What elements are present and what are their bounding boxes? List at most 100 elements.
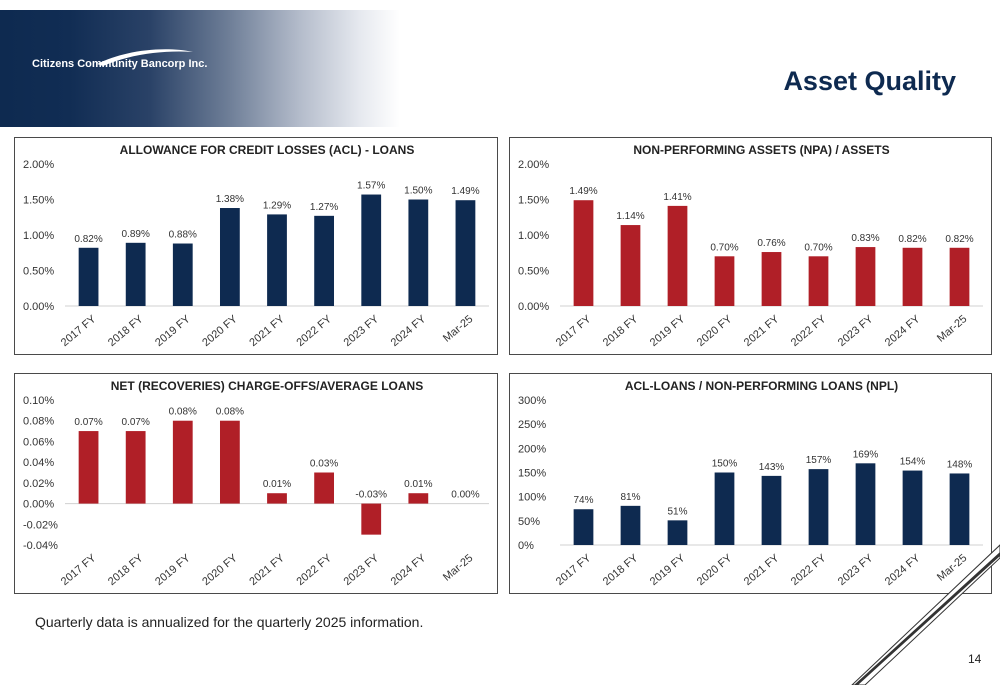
- y-tick-label: 0.00%: [23, 499, 54, 511]
- page-number: 14: [968, 652, 982, 666]
- y-tick-label: 300%: [518, 395, 546, 407]
- chart-title: NET (RECOVERIES) CHARGE-OFFS/AVERAGE LOA…: [111, 379, 423, 393]
- bar: [455, 200, 476, 306]
- data-label: 0.70%: [710, 242, 738, 253]
- bar: [314, 472, 335, 504]
- bar: [808, 256, 829, 306]
- bar: [267, 493, 287, 504]
- data-label: 0.08%: [169, 407, 197, 418]
- bar: [408, 493, 429, 504]
- data-label: 0.88%: [169, 230, 197, 241]
- y-tick-label: -0.02%: [23, 519, 58, 531]
- header-band: [0, 0, 1000, 127]
- data-label: 0.70%: [804, 242, 832, 253]
- data-label: 0.76%: [757, 238, 785, 249]
- bar: [949, 247, 970, 306]
- bar: [219, 420, 240, 504]
- data-label: 81%: [620, 492, 640, 503]
- footnote: Quarterly data is annualized for the qua…: [35, 614, 424, 630]
- data-label: 157%: [806, 455, 832, 466]
- company-logo: Citizens Community Bancorp Inc.: [32, 58, 208, 70]
- bar: [855, 247, 876, 306]
- data-label: 150%: [712, 459, 738, 470]
- bar: [808, 469, 829, 545]
- data-label: 74%: [573, 495, 593, 506]
- y-tick-label: -0.04%: [23, 540, 58, 552]
- logo-swoosh-icon: [97, 49, 193, 66]
- y-tick-label: 200%: [518, 443, 546, 455]
- bar: [78, 247, 99, 306]
- y-tick-label: 1.50%: [23, 195, 54, 207]
- data-label: 0.00%: [451, 490, 479, 501]
- bar: [125, 242, 146, 306]
- data-label: 0.07%: [74, 417, 102, 428]
- chart-panel-npa-assets: NON-PERFORMING ASSETS (NPA) / ASSETS 2.00…: [509, 137, 992, 355]
- page-title: Asset Quality: [783, 66, 956, 96]
- bar: [219, 208, 240, 306]
- y-tick-label: 0.50%: [518, 266, 549, 278]
- data-label: 0.82%: [74, 234, 102, 245]
- data-label: 1.27%: [310, 202, 338, 213]
- data-label: 0.01%: [404, 479, 432, 490]
- y-tick-label: 0.06%: [23, 436, 54, 448]
- data-label: 1.14%: [616, 211, 644, 222]
- bar: [761, 252, 782, 306]
- y-tick-label: 250%: [518, 419, 546, 431]
- bar: [314, 215, 335, 306]
- data-label: 1.38%: [216, 194, 244, 205]
- data-label: 0.82%: [898, 234, 926, 245]
- data-label: 1.41%: [663, 192, 691, 203]
- data-label: 0.83%: [851, 233, 879, 244]
- y-tick-label: 0.00%: [518, 301, 549, 313]
- data-label: 1.49%: [569, 186, 597, 197]
- data-label: 148%: [947, 459, 973, 470]
- y-tick-label: 0.00%: [23, 301, 54, 313]
- bar: [667, 520, 688, 545]
- bar: [125, 431, 146, 504]
- bar: [573, 200, 594, 306]
- bar: [361, 503, 382, 535]
- data-label: 1.50%: [404, 186, 432, 197]
- bar: [408, 199, 429, 306]
- y-tick-label: 0.08%: [23, 416, 54, 428]
- chart-panel-net-chargeoffs: NET (RECOVERIES) CHARGE-OFFS/AVERAGE LOA…: [14, 373, 498, 594]
- chart-panel-acl-loans: ALLOWANCE FOR CREDIT LOSSES (ACL) - LOAN…: [14, 137, 498, 355]
- y-tick-label: 50%: [518, 516, 540, 528]
- bar: [949, 473, 970, 545]
- bar: [172, 243, 193, 306]
- bar: [361, 194, 382, 306]
- chart-npa-assets: NON-PERFORMING ASSETS (NPA) / ASSETS 2.00…: [518, 143, 983, 349]
- y-tick-label: 0.10%: [23, 395, 54, 407]
- chart-acl-loans: ALLOWANCE FOR CREDIT LOSSES (ACL) - LOAN…: [23, 143, 489, 349]
- y-tick-label: 1.00%: [23, 230, 54, 242]
- header-top-strip: [0, 0, 1000, 10]
- y-tick-label: 1.50%: [518, 195, 549, 207]
- y-tick-label: 1.00%: [518, 230, 549, 242]
- bar: [902, 470, 923, 545]
- bar: [667, 205, 688, 306]
- data-label: 0.07%: [121, 417, 149, 428]
- y-tick-label: 0.50%: [23, 266, 54, 278]
- bar: [714, 472, 735, 545]
- data-label: 1.49%: [451, 186, 479, 197]
- data-label: 154%: [900, 457, 926, 468]
- data-label: 0.89%: [121, 229, 149, 240]
- bar: [761, 475, 782, 545]
- data-label: 51%: [667, 506, 687, 517]
- data-label: 1.57%: [357, 181, 385, 192]
- chart-net-chargeoffs: NET (RECOVERIES) CHARGE-OFFS/AVERAGE LOA…: [23, 379, 489, 588]
- data-label: 0.08%: [216, 407, 244, 418]
- y-tick-label: 100%: [518, 492, 546, 504]
- data-label: 1.29%: [263, 200, 291, 211]
- y-tick-label: 150%: [518, 468, 546, 480]
- chart-panel-acl-npl: ACL-LOANS / NON-PERFORMING LOANS (NPL) 30…: [509, 373, 992, 594]
- y-tick-label: 2.00%: [23, 159, 54, 171]
- bar: [902, 247, 923, 306]
- data-label: 169%: [853, 449, 879, 460]
- y-tick-label: 2.00%: [518, 159, 549, 171]
- data-label: 0.03%: [310, 459, 338, 470]
- bar: [714, 256, 735, 306]
- chart-title: ACL-LOANS / NON-PERFORMING LOANS (NPL): [625, 379, 898, 393]
- data-label: 143%: [759, 462, 785, 473]
